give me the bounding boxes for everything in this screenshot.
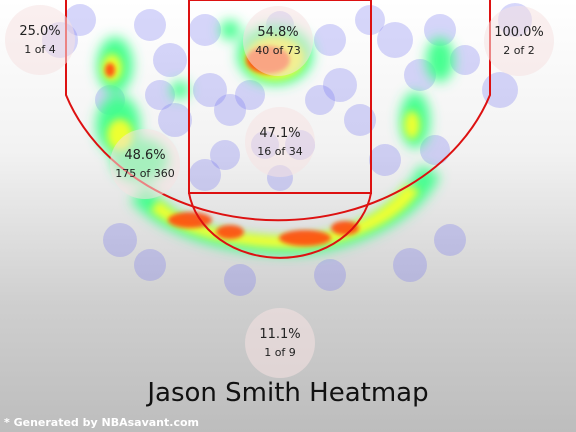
zone-count: 16 of 34 [257,144,303,158]
zone-count: 40 of 73 [255,43,301,57]
page-title: Jason Smith Heatmap [147,378,429,408]
zone-percentage: 47.1% [259,125,301,141]
zone-count: 1 of 9 [264,345,296,359]
zone-percentage: 11.1% [259,326,301,342]
zone-count: 1 of 4 [24,42,56,56]
zone-percentage: 25.0% [19,23,61,39]
zone-count: 2 of 2 [503,43,535,57]
zone-backcourt: 11.1% 1 of 9 [245,308,315,378]
zone-paint: 47.1% 16 of 34 [245,107,315,177]
zone-left-midrange: 48.6% 175 of 360 [110,129,180,199]
zone-percentage: 54.8% [257,24,299,40]
zone-percentage: 100.0% [494,24,544,40]
zone-restricted-area: 54.8% 40 of 73 [243,6,313,76]
zone-right-corner: 100.0% 2 of 2 [484,6,554,76]
credit-text: * Generated by NBAsavant.com [4,416,199,429]
zone-left-corner: 25.0% 1 of 4 [5,5,75,75]
court-lines [65,0,491,259]
zone-count: 175 of 360 [115,166,175,180]
zone-percentage: 48.6% [124,147,166,163]
